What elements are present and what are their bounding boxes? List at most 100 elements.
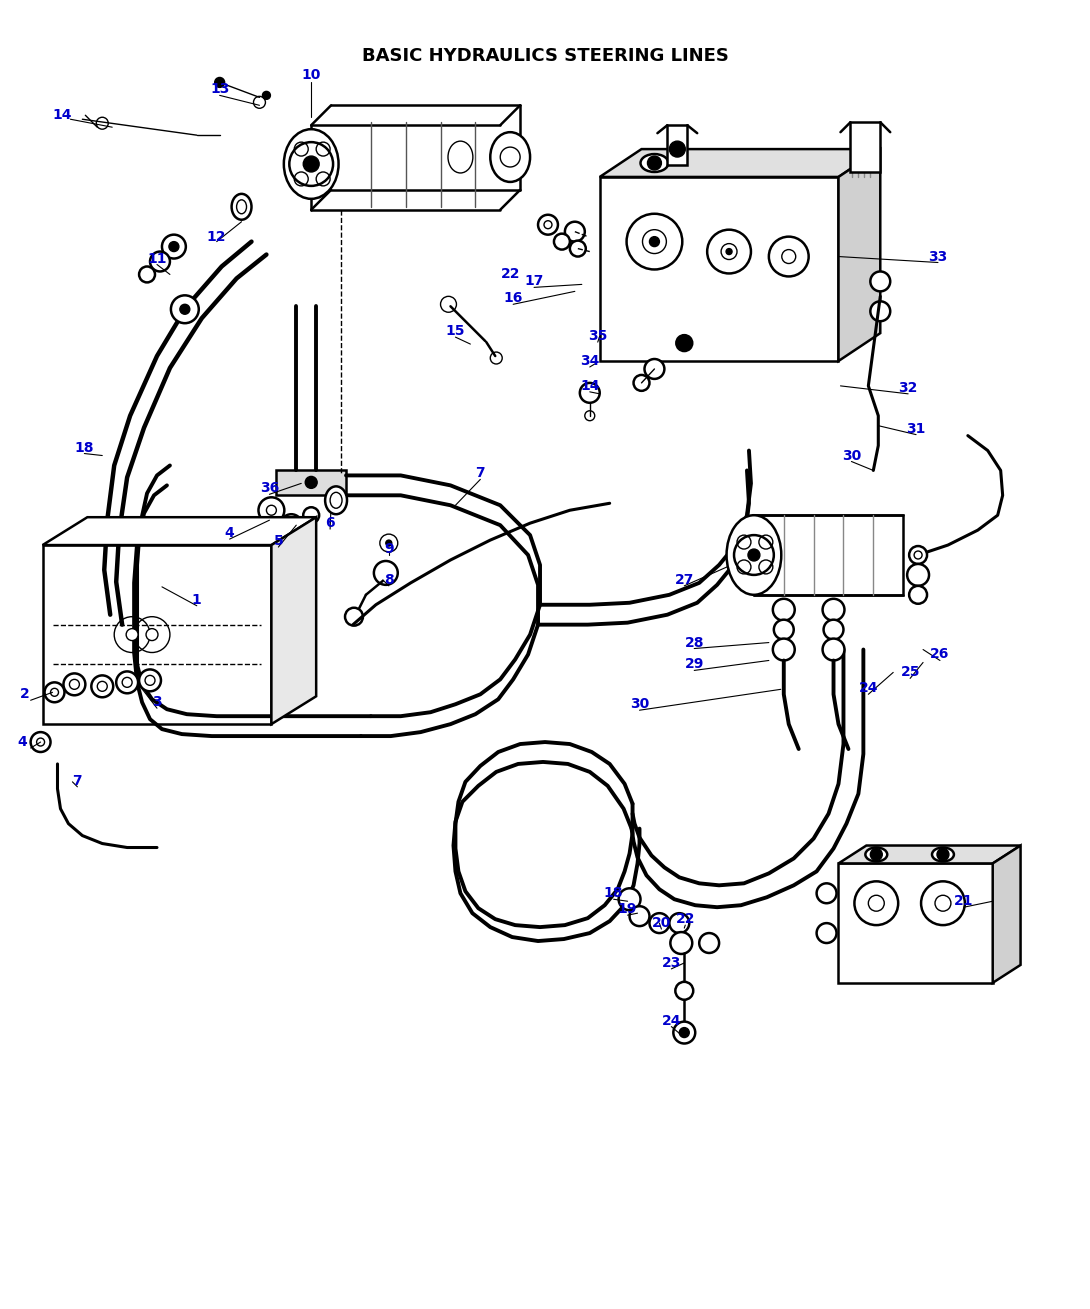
Text: 22: 22 [676, 912, 695, 927]
Circle shape [707, 229, 751, 274]
Circle shape [773, 598, 795, 620]
Text: 28: 28 [685, 636, 704, 649]
Circle shape [538, 215, 558, 234]
Text: 8: 8 [384, 573, 393, 586]
Bar [667, 126, 688, 165]
Circle shape [63, 673, 85, 695]
Text: BASIC HYDRAULICS STEERING LINES: BASIC HYDRAULICS STEERING LINES [362, 47, 728, 64]
Circle shape [289, 143, 334, 186]
Text: 25: 25 [900, 665, 920, 679]
Text: 12: 12 [207, 229, 227, 243]
Circle shape [162, 234, 185, 259]
Circle shape [824, 619, 844, 640]
Polygon shape [838, 846, 1020, 864]
Text: 29: 29 [685, 657, 704, 672]
Text: 4: 4 [17, 736, 27, 749]
Circle shape [570, 241, 585, 257]
Circle shape [305, 476, 317, 488]
Circle shape [258, 497, 284, 524]
Bar [43, 545, 271, 724]
Circle shape [670, 932, 692, 954]
Circle shape [619, 889, 641, 910]
Ellipse shape [283, 130, 339, 199]
Circle shape [92, 675, 113, 698]
Text: 31: 31 [907, 421, 925, 436]
Circle shape [816, 884, 836, 903]
Circle shape [627, 213, 682, 270]
Polygon shape [43, 517, 316, 545]
Bar [277, 470, 346, 495]
Circle shape [303, 508, 319, 524]
Ellipse shape [325, 487, 347, 514]
Text: 9: 9 [384, 542, 393, 556]
Circle shape [644, 359, 665, 378]
Circle shape [554, 233, 570, 250]
Ellipse shape [932, 847, 954, 861]
Text: 19: 19 [618, 902, 638, 916]
Circle shape [374, 562, 398, 585]
Text: 30: 30 [630, 698, 650, 711]
Circle shape [937, 848, 949, 860]
Circle shape [647, 156, 662, 170]
Text: 26: 26 [930, 648, 949, 661]
Circle shape [633, 374, 650, 391]
Text: 18: 18 [74, 441, 94, 454]
Text: 7: 7 [475, 466, 485, 480]
Text: 34: 34 [580, 353, 600, 368]
Bar [850, 122, 881, 171]
Circle shape [773, 639, 795, 661]
Circle shape [650, 237, 659, 246]
Text: 33: 33 [929, 250, 947, 263]
Circle shape [215, 77, 225, 88]
Circle shape [909, 586, 926, 603]
Circle shape [907, 564, 929, 586]
Text: 7: 7 [73, 774, 82, 788]
Circle shape [386, 541, 391, 546]
Text: 27: 27 [675, 573, 694, 586]
Text: 23: 23 [662, 956, 681, 970]
Text: 10: 10 [302, 68, 320, 82]
Circle shape [650, 914, 669, 933]
Circle shape [734, 535, 774, 575]
Ellipse shape [490, 132, 530, 182]
Circle shape [679, 1028, 689, 1038]
Ellipse shape [641, 154, 668, 171]
Bar [754, 516, 904, 594]
Circle shape [31, 732, 50, 751]
Text: 14: 14 [52, 109, 72, 122]
Circle shape [280, 514, 302, 537]
Polygon shape [600, 149, 881, 177]
Polygon shape [838, 149, 881, 361]
Circle shape [630, 906, 650, 925]
Circle shape [346, 607, 363, 626]
Circle shape [774, 619, 794, 640]
Circle shape [699, 933, 719, 953]
Ellipse shape [237, 200, 246, 213]
Text: 4: 4 [225, 526, 234, 541]
Circle shape [180, 304, 190, 314]
Circle shape [870, 271, 891, 292]
Text: 6: 6 [325, 516, 335, 530]
Circle shape [768, 237, 809, 276]
Circle shape [909, 546, 926, 564]
Circle shape [580, 384, 600, 403]
Ellipse shape [865, 847, 887, 861]
Circle shape [823, 639, 845, 661]
Text: 16: 16 [504, 292, 523, 305]
Circle shape [676, 335, 692, 351]
Text: 24: 24 [662, 1013, 681, 1028]
Text: 18: 18 [604, 886, 623, 901]
Circle shape [303, 156, 319, 171]
Circle shape [674, 1021, 695, 1043]
Text: 1: 1 [192, 593, 202, 607]
Circle shape [676, 982, 693, 1000]
Polygon shape [271, 517, 316, 724]
Circle shape [565, 221, 585, 242]
Circle shape [921, 881, 965, 925]
Circle shape [870, 301, 891, 321]
Circle shape [140, 669, 161, 691]
Circle shape [726, 249, 732, 254]
Text: 11: 11 [147, 251, 167, 266]
Bar [838, 864, 993, 983]
Text: 15: 15 [446, 325, 465, 338]
